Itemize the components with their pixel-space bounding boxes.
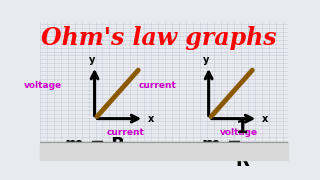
Text: m = R: m = R <box>65 136 124 154</box>
Text: Ohm's law graphs: Ohm's law graphs <box>41 26 277 50</box>
Text: y: y <box>88 55 95 65</box>
Text: R: R <box>235 152 249 170</box>
Text: current: current <box>106 128 144 137</box>
Text: x: x <box>148 114 154 124</box>
Text: y: y <box>203 55 209 65</box>
Text: m =: m = <box>203 136 249 154</box>
Text: x: x <box>262 114 268 124</box>
Text: voltage: voltage <box>220 128 259 137</box>
Text: voltage: voltage <box>24 82 62 91</box>
Text: 1: 1 <box>236 119 248 137</box>
Text: current: current <box>139 82 176 91</box>
Bar <box>40 142 288 160</box>
